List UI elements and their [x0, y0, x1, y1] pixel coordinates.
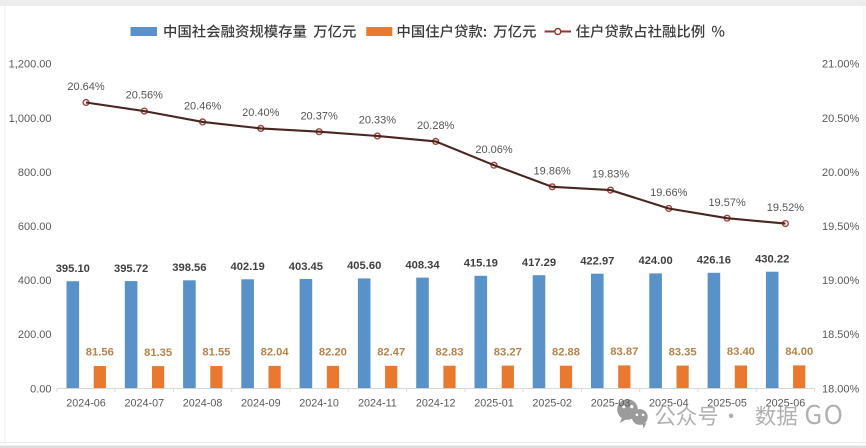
svg-text:81.56: 81.56 [86, 347, 114, 359]
svg-text:430.22: 430.22 [755, 254, 789, 266]
svg-text:415.19: 415.19 [464, 258, 498, 270]
svg-text:424.00: 424.00 [638, 255, 672, 267]
svg-text:19.50%: 19.50% [822, 221, 860, 233]
svg-text:82.83: 82.83 [436, 346, 464, 358]
svg-text:20.37%: 20.37% [300, 110, 338, 122]
svg-text:19.00%: 19.00% [822, 275, 860, 287]
svg-text:417.29: 417.29 [522, 257, 556, 269]
svg-text:83.35: 83.35 [669, 346, 697, 358]
svg-text:82.88: 82.88 [552, 346, 580, 358]
svg-text:2024-12: 2024-12 [416, 397, 456, 409]
svg-text:1,200.00: 1,200.00 [9, 59, 52, 71]
svg-text:19.83%: 19.83% [592, 169, 630, 181]
svg-text:82.20: 82.20 [319, 347, 347, 359]
svg-text:21.00%: 21.00% [822, 59, 860, 71]
svg-text:19.66%: 19.66% [650, 187, 688, 199]
svg-text:398.56: 398.56 [172, 262, 206, 274]
svg-text:405.60: 405.60 [347, 260, 381, 272]
svg-text:2024-06: 2024-06 [66, 397, 106, 409]
svg-text:2025-02: 2025-02 [532, 397, 572, 409]
svg-text:200.00: 200.00 [18, 329, 52, 341]
svg-text:84.00: 84.00 [785, 346, 813, 358]
svg-text:20.50%: 20.50% [822, 113, 860, 125]
svg-text:2025-06: 2025-06 [766, 397, 806, 409]
svg-text:2025-05: 2025-05 [707, 397, 747, 409]
svg-text:18.50%: 18.50% [822, 329, 860, 341]
svg-text:20.28%: 20.28% [417, 120, 455, 132]
svg-text:20.64%: 20.64% [67, 81, 105, 93]
svg-text:20.56%: 20.56% [126, 90, 164, 102]
svg-text:2025-04: 2025-04 [649, 397, 689, 409]
svg-text:2024-11: 2024-11 [358, 397, 397, 409]
svg-text:83.27: 83.27 [494, 346, 522, 358]
svg-text:83.87: 83.87 [610, 346, 638, 358]
svg-text:20.00%: 20.00% [822, 167, 860, 179]
svg-text:82.04: 82.04 [261, 347, 290, 359]
svg-text:82.47: 82.47 [377, 347, 405, 359]
svg-text:18.00%: 18.00% [822, 383, 860, 395]
svg-text:2024-07: 2024-07 [124, 397, 164, 409]
svg-text:2024-08: 2024-08 [183, 397, 223, 409]
svg-text:81.35: 81.35 [144, 347, 172, 359]
svg-text:426.16: 426.16 [697, 255, 731, 267]
svg-text:2025-01: 2025-01 [474, 397, 514, 409]
svg-text:20.06%: 20.06% [475, 144, 513, 156]
svg-text:2025-03: 2025-03 [591, 397, 631, 409]
svg-text:402.19: 402.19 [230, 261, 264, 273]
svg-text:395.72: 395.72 [114, 263, 148, 275]
svg-text:19.86%: 19.86% [534, 165, 572, 177]
svg-text:800.00: 800.00 [18, 167, 52, 179]
svg-text:400.00: 400.00 [18, 275, 52, 287]
svg-text:19.52%: 19.52% [767, 202, 805, 214]
svg-text:81.55: 81.55 [202, 347, 230, 359]
svg-text:0.00: 0.00 [30, 383, 51, 395]
svg-text:395.10: 395.10 [56, 263, 90, 275]
svg-text:408.34: 408.34 [405, 259, 440, 271]
svg-text:20.40%: 20.40% [242, 107, 280, 119]
svg-text:83.40: 83.40 [727, 346, 755, 358]
svg-text:19.57%: 19.57% [708, 197, 746, 209]
svg-text:422.97: 422.97 [580, 256, 614, 268]
svg-text:20.33%: 20.33% [359, 115, 397, 127]
svg-text:20.46%: 20.46% [184, 101, 222, 113]
svg-text:403.45: 403.45 [289, 261, 323, 273]
svg-text:600.00: 600.00 [18, 221, 52, 233]
svg-text:2024-10: 2024-10 [299, 397, 339, 409]
svg-text:1,000.00: 1,000.00 [9, 113, 52, 125]
svg-text:2024-09: 2024-09 [241, 397, 281, 409]
